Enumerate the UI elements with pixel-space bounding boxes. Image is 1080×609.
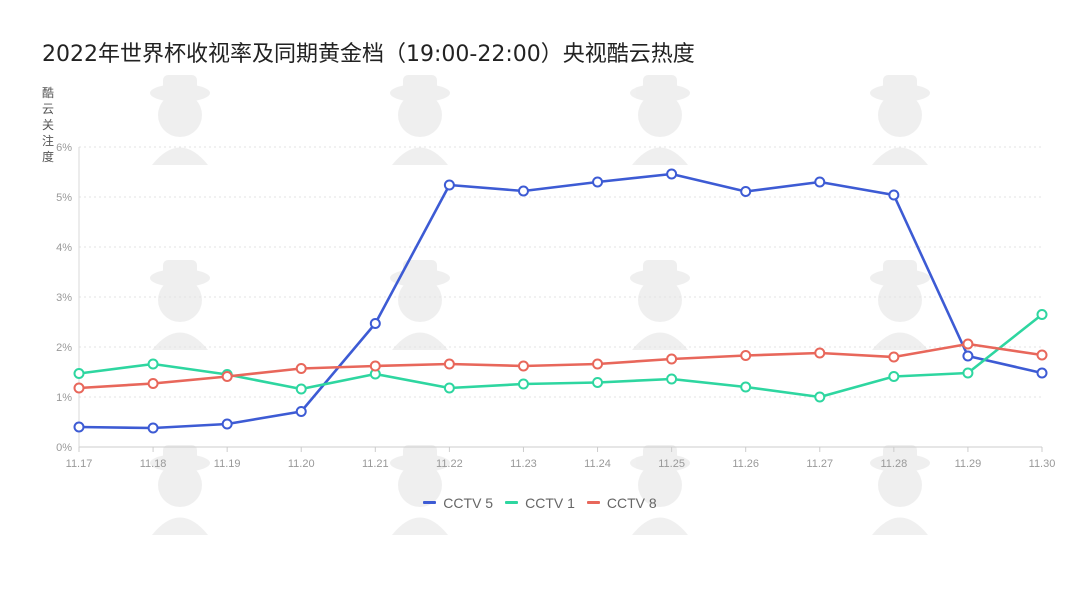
- data-point: [888, 371, 900, 382]
- data-point: [888, 189, 900, 201]
- watermark-icon: [390, 75, 450, 165]
- x-tick-label: 11.29: [955, 458, 982, 470]
- data-point: [962, 350, 974, 362]
- data-point: [666, 373, 678, 385]
- watermark-icon: [870, 445, 930, 535]
- series-line: [77, 342, 1044, 390]
- legend-swatch: [586, 501, 600, 504]
- legend-label: CCTV 1: [525, 494, 575, 511]
- y-tick-label: 5%: [56, 192, 72, 204]
- data-point: [740, 186, 752, 197]
- series-line: [77, 172, 1044, 430]
- legend-item[interactable]: CCTV 1: [505, 495, 575, 511]
- data-point: [73, 421, 85, 433]
- y-tick-label: 6%: [56, 142, 72, 154]
- x-tick-label: 11.20: [288, 458, 315, 470]
- legend-label: CCTV 8: [606, 494, 657, 511]
- y-tick-label: 4%: [56, 242, 72, 254]
- legend-item[interactable]: CCTV 5: [423, 495, 493, 511]
- x-tick-label: 11.30: [1029, 458, 1056, 470]
- data-point: [740, 350, 752, 361]
- series-cctv-5: [73, 168, 1048, 434]
- legend-swatch: [505, 501, 519, 504]
- x-tick-label: 11.28: [880, 458, 907, 470]
- data-point: [221, 371, 233, 382]
- data-point: [888, 351, 900, 363]
- data-point: [814, 347, 826, 359]
- y-tick-label: 2%: [56, 342, 72, 354]
- grid-lines: [79, 146, 1042, 398]
- watermark-icon: [870, 75, 930, 165]
- data-point: [517, 378, 529, 390]
- series-line: [77, 313, 1044, 399]
- x-tick-label: 11.18: [140, 458, 167, 470]
- data-point: [814, 176, 826, 188]
- data-point: [443, 179, 455, 191]
- data-point: [592, 176, 604, 188]
- series-layer: [73, 168, 1048, 434]
- watermark-icon: [630, 445, 690, 535]
- data-point: [517, 185, 529, 197]
- x-tick-label: 11.22: [436, 458, 463, 470]
- data-point: [666, 168, 678, 180]
- legend-label: CCTV 5: [443, 494, 494, 511]
- chart-title: 2022年世界杯收视率及同期黄金档（19:00-22:00）央视酷云热度: [42, 42, 695, 67]
- y-tick-label: 3%: [56, 292, 72, 304]
- y-axis-label: 酷云关注度: [42, 86, 55, 164]
- y-tick-label: 1%: [56, 392, 72, 404]
- data-point: [1036, 309, 1048, 320]
- data-point: [740, 381, 752, 393]
- watermark-icon: [630, 260, 690, 350]
- data-point: [592, 358, 604, 370]
- data-point: [1036, 349, 1048, 361]
- data-point: [962, 338, 974, 350]
- data-point: [147, 422, 159, 434]
- watermark-icon: [150, 260, 210, 350]
- watermark-icon: [390, 445, 450, 535]
- data-point: [443, 382, 455, 394]
- x-tick-label: 11.23: [510, 458, 537, 470]
- data-point: [73, 382, 85, 394]
- x-tick-label: 11.25: [658, 458, 685, 470]
- watermark-icon: [150, 75, 210, 165]
- legend-swatch: [423, 501, 437, 504]
- data-point: [666, 353, 678, 365]
- legend: CCTV 5 CCTV 1 CCTV 8: [0, 491, 1080, 511]
- watermark-icon: [870, 260, 930, 350]
- axes: 0% 1% 2% 3% 4% 5% 6% 11.17 11.18 11.19 11.20 11.21 1…: [56, 142, 1055, 470]
- data-point: [517, 360, 529, 372]
- watermark-layer: [150, 75, 930, 535]
- data-point: [147, 358, 159, 370]
- x-tick-label: 11.19: [214, 458, 241, 470]
- watermark-icon: [150, 445, 210, 535]
- data-point: [962, 367, 974, 379]
- legend-item[interactable]: CCTV 8: [586, 494, 657, 511]
- data-point: [295, 383, 307, 395]
- data-point: [147, 378, 159, 389]
- data-point: [369, 318, 381, 329]
- watermark-icon: [630, 75, 690, 165]
- y-tick-label: 0%: [56, 442, 72, 454]
- data-point: [1036, 367, 1048, 379]
- x-tick-label: 11.24: [584, 458, 611, 470]
- series-cctv-8: [73, 338, 1048, 394]
- x-tick-label: 11.27: [806, 458, 833, 470]
- data-point: [221, 418, 233, 430]
- watermark-icon: [390, 260, 450, 350]
- data-point: [369, 360, 381, 372]
- data-point: [295, 363, 307, 374]
- x-tick-label: 11.21: [362, 458, 389, 470]
- data-point: [295, 406, 307, 417]
- data-point: [592, 377, 604, 388]
- x-tick-label: 11.17: [66, 458, 93, 470]
- data-point: [443, 358, 455, 370]
- data-point: [73, 368, 85, 379]
- data-point: [814, 391, 826, 403]
- x-tick-label: 11.26: [732, 458, 759, 470]
